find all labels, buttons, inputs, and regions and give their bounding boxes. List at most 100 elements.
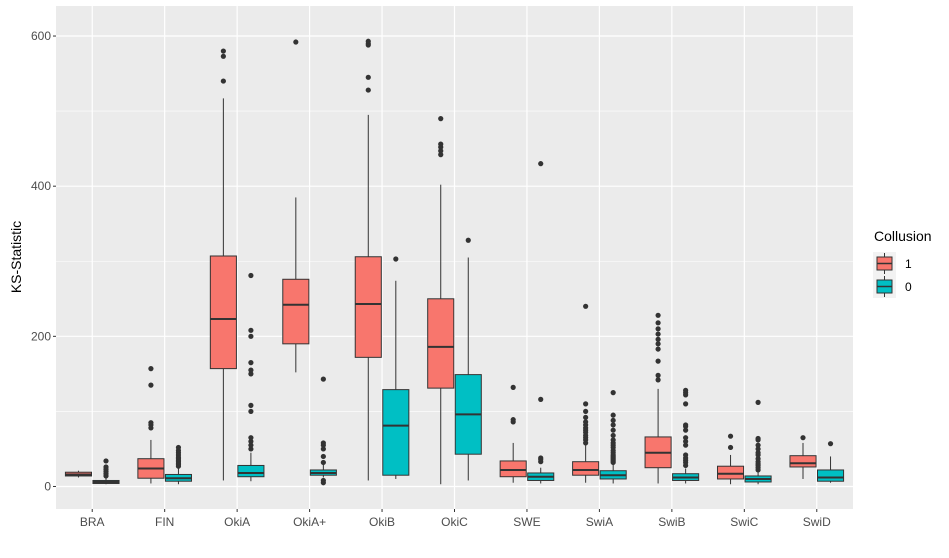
box-iqr (209, 255, 237, 370)
outlier-point (248, 367, 254, 373)
x-tick-label: SwiA (586, 515, 613, 529)
outlier-point (538, 161, 544, 167)
box-SwiA-1 (572, 303, 600, 483)
outlier-point (583, 401, 589, 407)
x-tick-label: SWE (513, 515, 540, 529)
outlier-point (103, 464, 109, 470)
outlier-point (248, 442, 254, 448)
x-tick-label: OkiA (224, 515, 250, 529)
outlier-point (538, 396, 544, 402)
outlier-point (683, 387, 689, 393)
series-0 (92, 161, 845, 486)
outlier-point (438, 116, 444, 122)
outlier-point (248, 402, 254, 408)
x-tick-label: BRA (80, 515, 105, 529)
y-axis-title: KS-Statistic (8, 221, 24, 293)
box-iqr (499, 460, 527, 478)
legend-label-0: 0 (905, 280, 912, 294)
series-1 (64, 38, 817, 485)
outlier-point (293, 39, 299, 45)
legend: Collusion 1 0 (873, 228, 932, 298)
outlier-point (148, 366, 154, 372)
outlier-point (248, 435, 254, 441)
outlier-point (320, 477, 326, 484)
outlier-point (320, 376, 326, 382)
box-SwiA-0 (599, 390, 627, 484)
outlier-point (248, 360, 254, 366)
outlier-point (320, 440, 326, 446)
box-iqr (572, 461, 600, 476)
x-tick-label: FIN (155, 515, 174, 529)
box-OkiA+-1 (282, 39, 310, 373)
outlier-point (683, 401, 689, 407)
outlier-point (510, 417, 516, 423)
box-iqr (237, 464, 265, 478)
box-iqr (282, 278, 310, 345)
box-BRA-1 (64, 470, 93, 478)
outlier-point (393, 256, 399, 262)
y-tick-label: 600 (31, 29, 51, 43)
outlier-point (655, 326, 661, 332)
box-SWE-0 (527, 161, 555, 484)
outlier-point (610, 390, 616, 396)
outlier-point (320, 446, 326, 452)
outlier-point (655, 346, 661, 352)
legend-title: Collusion (874, 228, 932, 244)
box-OkiC-1 (427, 116, 455, 485)
box-OkiA-1 (209, 48, 237, 481)
box-SwiB-1 (644, 312, 672, 484)
outlier-point (727, 433, 734, 439)
box-iqr (382, 389, 410, 476)
outlier-point (755, 399, 761, 405)
x-tick-label: SwiB (658, 515, 685, 529)
box-iqr (816, 469, 845, 482)
outlier-point (683, 422, 689, 428)
x-tick-label: OkiA+ (293, 515, 326, 529)
outlier-point (755, 442, 761, 448)
box-iqr (354, 256, 382, 358)
outlier-point (583, 419, 589, 425)
outlier-point (175, 444, 182, 451)
outlier-point (655, 341, 661, 347)
outlier-point (610, 437, 616, 443)
outlier-point (148, 420, 154, 426)
outlier-point (610, 412, 616, 418)
box-iqr (789, 455, 817, 468)
legend-label-1: 1 (905, 257, 912, 271)
x-axis: BRA FIN OkiA OkiA+ OkiB OkiC SWE SwiA SwiB SwiC Sw… (80, 509, 831, 529)
outlier-point (365, 87, 371, 93)
outlier-point (583, 303, 589, 309)
box-OkiB-0 (382, 256, 410, 479)
legend-key-1: 1 (873, 252, 912, 275)
outlier-point (510, 384, 516, 390)
outlier-point (220, 78, 226, 84)
legend-key-0: 0 (873, 275, 912, 298)
outlier-point (655, 372, 661, 378)
outlier-point (248, 446, 254, 452)
outlier-point (320, 453, 326, 460)
box-SwiC-1 (717, 433, 745, 485)
boxplot-series (64, 38, 845, 486)
box-iqr (717, 465, 745, 480)
box-OkiA+-0 (309, 376, 337, 486)
box-FIN-1 (137, 366, 165, 484)
outlier-point (683, 427, 689, 433)
outlier-point (248, 272, 254, 279)
outlier-point (248, 438, 254, 445)
outlier-point (655, 331, 661, 337)
y-tick-label: 400 (31, 179, 51, 193)
outlier-point (538, 455, 544, 461)
x-tick-label: OkiB (369, 515, 395, 529)
outlier-point (365, 38, 371, 44)
outlier-point (683, 438, 689, 445)
outlier-point (248, 371, 254, 377)
box-SwiC-0 (744, 399, 772, 485)
outlier-point (248, 333, 254, 339)
outlier-point (438, 152, 444, 158)
outlier-point (220, 48, 226, 54)
box-OkiB-1 (354, 38, 382, 481)
y-axis: 0 200 400 600 (31, 29, 56, 493)
outlier-point (583, 408, 589, 415)
outlier-point (148, 382, 154, 388)
outlier-point (755, 450, 761, 456)
